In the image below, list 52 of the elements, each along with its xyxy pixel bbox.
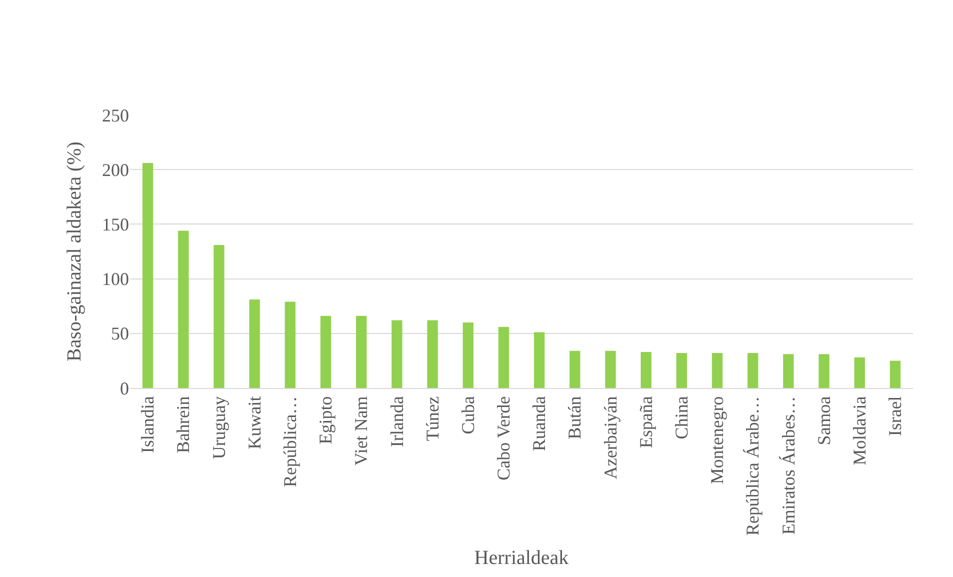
x-tick-label: Irlanda — [386, 396, 407, 448]
y-tick-label: 50 — [111, 324, 129, 344]
x-tick-label: Islandia — [138, 396, 158, 454]
x-tick-label: Bahrein — [173, 396, 194, 454]
bar — [392, 320, 402, 388]
x-tick-label: Kuwait — [244, 396, 264, 450]
x-tick-label: Cabo Verde — [494, 396, 514, 480]
bar — [356, 316, 367, 388]
x-tick-label: Israel — [885, 396, 906, 436]
bar — [320, 316, 332, 388]
bar — [748, 353, 758, 388]
bar — [783, 354, 794, 388]
x-tick-label: Montenegro — [707, 396, 728, 484]
bar — [890, 360, 901, 388]
y-axis-title: Baso-gainazal aldaketa (%) — [64, 142, 86, 362]
x-tick-label: Uruguay — [208, 396, 229, 460]
bar — [534, 332, 545, 388]
y-tick-label: 150 — [102, 214, 129, 234]
bar — [676, 353, 687, 388]
x-tick-label: Egipto — [316, 396, 336, 444]
x-tick-label: Moldavia — [849, 396, 870, 466]
bar — [712, 353, 723, 388]
bar — [427, 320, 438, 388]
bar — [570, 350, 580, 388]
x-tick-label: República Árabe… — [742, 396, 763, 536]
bar — [854, 357, 865, 388]
bar — [214, 244, 224, 388]
y-tick-label: 250 — [102, 105, 129, 126]
x-tick-label: España — [636, 396, 656, 448]
x-tick-label: Túnez — [422, 396, 442, 442]
bar — [284, 302, 296, 388]
x-tick-label: Cuba — [458, 396, 478, 434]
y-tick-label: 0 — [120, 378, 129, 398]
y-tick-label: 200 — [102, 160, 129, 180]
x-tick-label: Viet Nam — [351, 396, 372, 466]
x-tick-label: Azerbaiyán — [600, 396, 620, 480]
bar — [462, 322, 474, 388]
x-tick-label: República… — [280, 396, 300, 488]
x-tick-label: Samoa — [814, 396, 834, 446]
x-tick-label: Ruanda — [529, 396, 550, 452]
x-axis-title: Herrialdeak — [474, 547, 569, 570]
bar — [498, 326, 510, 388]
bar — [142, 163, 154, 388]
bar — [249, 300, 260, 388]
bar — [640, 352, 652, 388]
x-tick-label: Emiratos Árabes… — [778, 396, 798, 535]
x-tick-label: China — [672, 396, 692, 440]
x-tick-label: Bután — [564, 396, 585, 440]
bar — [605, 350, 616, 388]
bar — [818, 354, 830, 388]
bar — [178, 230, 189, 388]
y-tick-label: 100 — [102, 269, 129, 290]
